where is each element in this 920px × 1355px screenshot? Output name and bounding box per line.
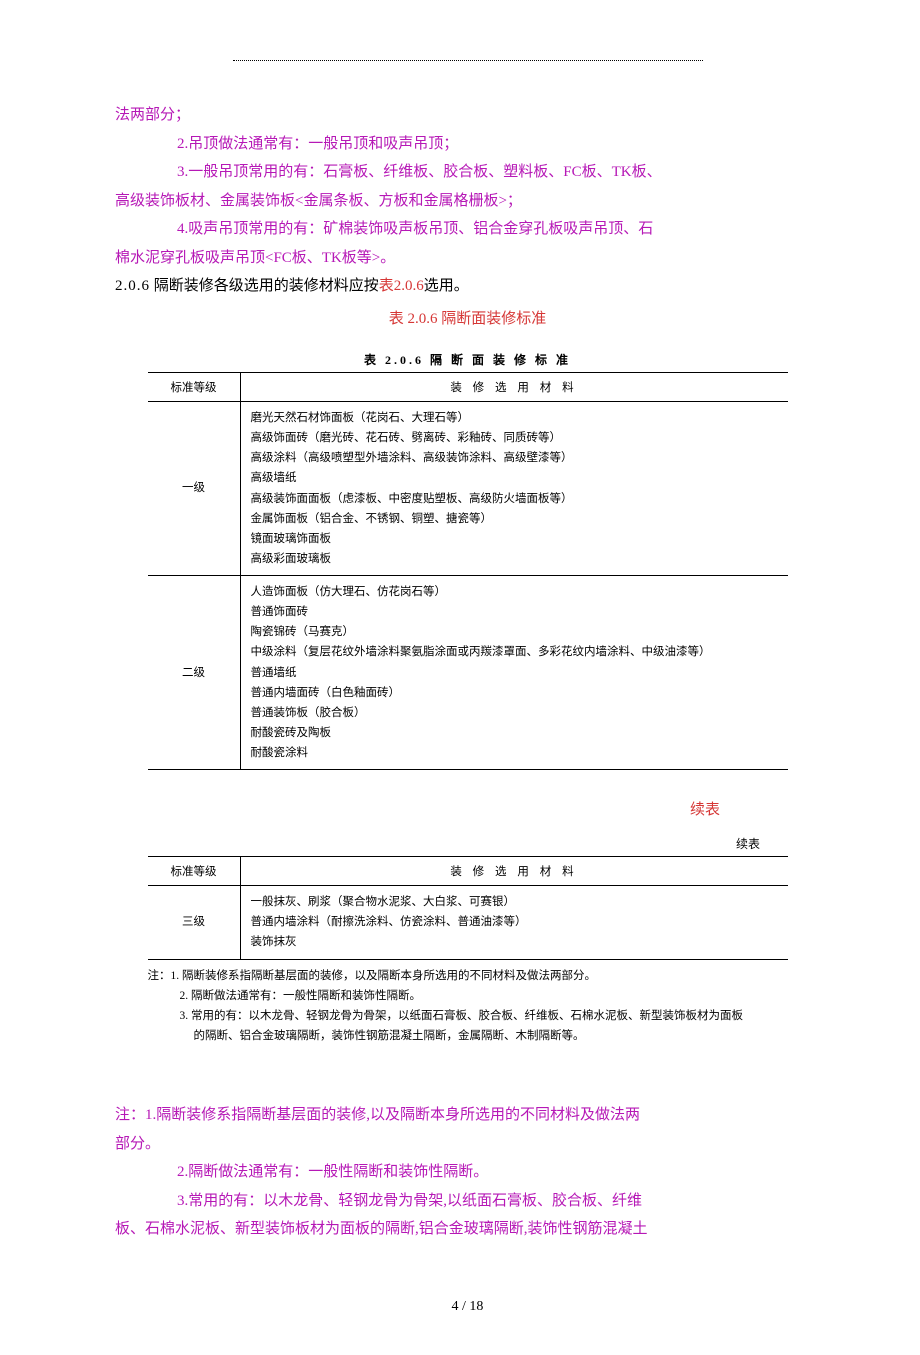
table-row-line: 人造饰面板（仿大理石、仿花岗石等） bbox=[251, 582, 778, 602]
table-row-line: 耐酸瓷砖及陶板 bbox=[251, 723, 778, 743]
text-line: 棉水泥穿孔板吸声吊顶<FC板、TK板等>。 bbox=[115, 244, 820, 273]
text-line: 高级装饰板材、金属装饰板<金属条板、方板和金属格栅板>； bbox=[115, 187, 820, 216]
table-row-line: 普通墙纸 bbox=[251, 663, 778, 683]
table-row-line: 装饰抹灰 bbox=[251, 932, 778, 952]
table-row-line: 高级装饰面面板（虑漆板、中密度贴塑板、高级防火墙面板等） bbox=[251, 489, 778, 509]
table-footnotes: 注：1. 隔断装修系指隔断基层面的装修，以及隔断本身所选用的不同材料及做法两部分… bbox=[148, 966, 788, 1047]
table-206-part2: 标准等级 装 修 选 用 材 料 三级 一般抹灰、刷浆（聚合物水泥浆、大白浆、可… bbox=[148, 856, 788, 959]
table-row-line: 普通内墙涂料（耐擦洗涂料、仿瓷涂料、普通油漆等） bbox=[251, 912, 778, 932]
level-cell: 二级 bbox=[148, 576, 241, 770]
section-line: 2.0.6 隔断装修各级选用的装修材料应按表2.0.6选用。 bbox=[115, 272, 820, 301]
table-row-line: 中级涂料（复层花纹外墙涂料聚氨脂涂面或丙羰漆罩面、多彩花纹内墙涂料、中级油漆等） bbox=[251, 642, 778, 662]
level-cell: 三级 bbox=[148, 886, 241, 959]
table-row-line: 磨光天然石材饰面板（花岗石、大理石等） bbox=[251, 408, 778, 428]
table-header: 装 修 选 用 材 料 bbox=[240, 857, 788, 886]
section-text: 隔断装修各级选用的装修材料应按 bbox=[154, 278, 379, 294]
body-text-block: 法两部分； 2.吊顶做法通常有：一般吊顶和吸声吊顶； 3.一般吊顶常用的有：石膏… bbox=[115, 101, 820, 333]
table-row-line: 高级涂料（高级喷塑型外墙涂料、高级装饰涂料、高级壁漆等） bbox=[251, 448, 778, 468]
table-row-line: 普通装饰板（胶合板） bbox=[251, 703, 778, 723]
table-row-line: 镜面玻璃饰面板 bbox=[251, 529, 778, 549]
text-line: 4.吸声吊顶常用的有：矿棉装饰吸声板吊顶、铝合金穿孔板吸声吊顶、石 bbox=[115, 215, 820, 244]
content-cell: 一般抹灰、刷浆（聚合物水泥浆、大白浆、可赛银） 普通内墙涂料（耐擦洗涂料、仿瓷涂… bbox=[240, 886, 788, 959]
table-row-line: 高级饰面砖（磨光砖、花石砖、劈离砖、彩釉砖、同质砖等） bbox=[251, 428, 778, 448]
table-row-line: 普通饰面砖 bbox=[251, 602, 778, 622]
page-number: 4 / 18 bbox=[115, 1299, 820, 1315]
section-text: 选用。 bbox=[424, 278, 469, 294]
table-header: 装 修 选 用 材 料 bbox=[240, 373, 788, 402]
table-row-line: 高级彩面玻璃板 bbox=[251, 549, 778, 569]
continue-label-black: 续表 bbox=[115, 835, 760, 852]
section-ref: 表2.0.6 bbox=[379, 278, 424, 294]
text-line: 2.隔断做法通常有：一般性隔断和装饰性隔断。 bbox=[115, 1158, 820, 1187]
text-line: 2.吊顶做法通常有：一般吊顶和吸声吊顶； bbox=[115, 130, 820, 159]
text-line: 注：1.隔断装修系指隔断基层面的装修,以及隔断本身所选用的不同材料及做法两 bbox=[115, 1101, 820, 1130]
document-page: 法两部分； 2.吊顶做法通常有：一般吊顶和吸声吊顶； 3.一般吊顶常用的有：石膏… bbox=[0, 0, 920, 1355]
bottom-notes: 注：1.隔断装修系指隔断基层面的装修,以及隔断本身所选用的不同材料及做法两 部分… bbox=[115, 1101, 820, 1244]
text-line: 部分。 bbox=[115, 1130, 820, 1159]
level-cell: 一级 bbox=[148, 402, 241, 576]
note-line: 的隔断、铝合金玻璃隔断，装饰性钢筋混凝土隔断，金属隔断、木制隔断等。 bbox=[148, 1026, 788, 1046]
dotted-rule bbox=[233, 60, 703, 61]
table-caption-black: 表 2.0.6 隔 断 面 装 修 标 准 bbox=[115, 351, 820, 368]
text-line: 3.一般吊顶常用的有：石膏板、纤维板、胶合板、塑料板、FC板、TK板、 bbox=[115, 158, 820, 187]
note-line: 注：1. 隔断装修系指隔断基层面的装修，以及隔断本身所选用的不同材料及做法两部分… bbox=[148, 966, 788, 986]
note-line: 2. 隔断做法通常有：一般性隔断和装饰性隔断。 bbox=[148, 986, 788, 1006]
table-header: 标准等级 bbox=[148, 373, 241, 402]
continue-label: 续表 bbox=[115, 798, 720, 819]
table-header: 标准等级 bbox=[148, 857, 241, 886]
section-number: 2.0.6 bbox=[115, 278, 150, 294]
content-cell: 磨光天然石材饰面板（花岗石、大理石等） 高级饰面砖（磨光砖、花石砖、劈离砖、彩釉… bbox=[240, 402, 788, 576]
table-206-part1: 标准等级 装 修 选 用 材 料 一级 磨光天然石材饰面板（花岗石、大理石等） … bbox=[148, 372, 788, 770]
text-line: 法两部分； bbox=[115, 101, 820, 130]
content-cell: 人造饰面板（仿大理石、仿花岗石等） 普通饰面砖 陶瓷锦砖（马赛克） 中级涂料（复… bbox=[240, 576, 788, 770]
table-row-line: 陶瓷锦砖（马赛克） bbox=[251, 622, 778, 642]
table-row-line: 一般抹灰、刷浆（聚合物水泥浆、大白浆、可赛银） bbox=[251, 892, 778, 912]
text-line: 板、石棉水泥板、新型装饰板材为面板的隔断,铝合金玻璃隔断,装饰性钢筋混凝土 bbox=[115, 1215, 820, 1244]
table-row-line: 普通内墙面砖（白色釉面砖） bbox=[251, 683, 778, 703]
table-row-line: 金属饰面板（铝合金、不锈钢、铜塑、搪瓷等） bbox=[251, 509, 778, 529]
table-caption: 表 2.0.6 隔断面装修标准 bbox=[115, 305, 820, 334]
note-line: 3. 常用的有：以木龙骨、轻钢龙骨为骨架，以纸面石膏板、胶合板、纤维板、石棉水泥… bbox=[148, 1006, 788, 1026]
table-row-line: 高级墙纸 bbox=[251, 468, 778, 488]
table-row-line: 耐酸瓷涂料 bbox=[251, 743, 778, 763]
